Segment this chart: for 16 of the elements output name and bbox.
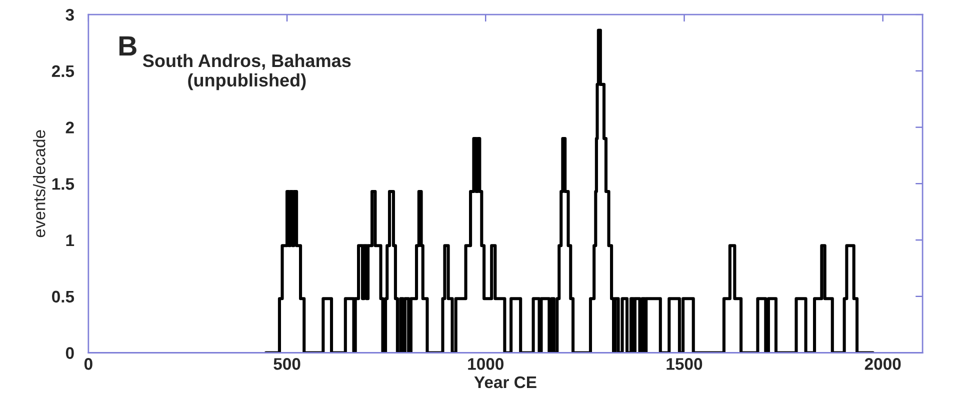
- x-tick-label: 0: [84, 358, 92, 370]
- y-tick-label: 2: [66, 122, 74, 134]
- y-tick-label: 3: [66, 8, 74, 21]
- x-axis-title: Year CE: [474, 376, 536, 388]
- y-axis-title: events/decade: [33, 130, 46, 238]
- y-tick-label: 1: [66, 234, 74, 246]
- annotation: B: [119, 36, 136, 56]
- x-tick-label: 1500: [666, 358, 702, 370]
- y-tick-label: 0.5: [52, 290, 74, 303]
- x-tick-label: 2000: [864, 358, 901, 370]
- y-tick-label: 1.5: [52, 178, 74, 190]
- y-tick-label: 0: [66, 347, 74, 359]
- annotation: South Andros, Bahamas (unpublished): [142, 54, 351, 90]
- y-tick-label: 2.5: [52, 65, 74, 78]
- x-tick-label: 1000: [468, 358, 504, 370]
- x-tick-label: 500: [274, 358, 300, 370]
